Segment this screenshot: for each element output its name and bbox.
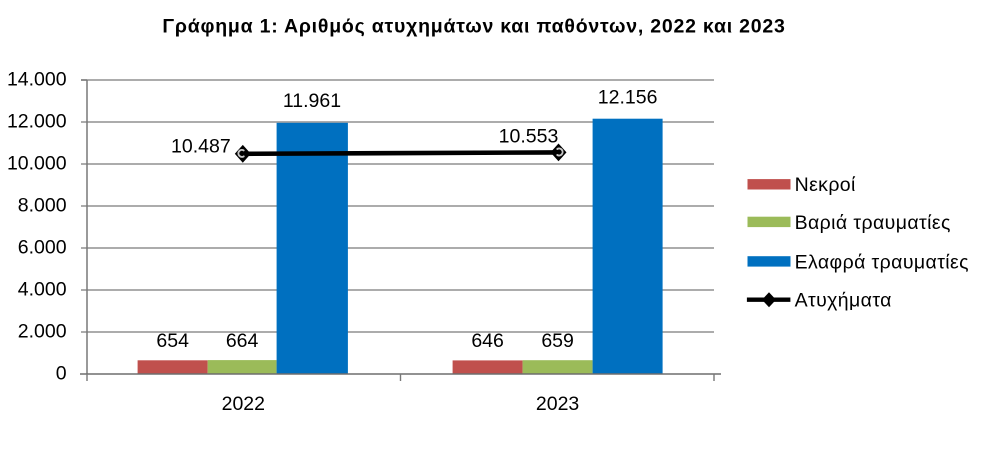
svg-text:6.000: 6.000 (18, 237, 67, 259)
svg-text:646: 646 (471, 330, 504, 352)
svg-text:4.000: 4.000 (18, 279, 67, 301)
svg-text:664: 664 (226, 330, 259, 352)
svg-text:14.000: 14.000 (7, 69, 67, 91)
svg-text:659: 659 (541, 330, 574, 352)
svg-text:Βαριά τραυματίες: Βαριά τραυματίες (795, 212, 951, 234)
svg-text:Γράφημα 1: Αριθμός ατυχημάτων: Γράφημα 1: Αριθμός ατυχημάτων και παθόντ… (162, 16, 785, 38)
svg-text:11.961: 11.961 (283, 90, 341, 112)
svg-text:10.553: 10.553 (499, 126, 559, 148)
svg-text:2022: 2022 (222, 393, 265, 415)
svg-text:654: 654 (156, 330, 189, 352)
svg-text:Νεκροί: Νεκροί (795, 174, 856, 196)
svg-text:10.000: 10.000 (7, 153, 67, 175)
svg-text:12.156: 12.156 (598, 86, 658, 108)
svg-text:2.000: 2.000 (18, 321, 67, 343)
svg-text:0: 0 (56, 363, 67, 385)
svg-text:10.487: 10.487 (171, 136, 231, 158)
svg-text:Ελαφρά τραυματίες: Ελαφρά τραυματίες (795, 251, 969, 273)
svg-text:Ατυχήματα: Ατυχήματα (795, 290, 892, 312)
svg-text:2023: 2023 (536, 393, 579, 415)
svg-text:8.000: 8.000 (18, 195, 67, 217)
svg-text:12.000: 12.000 (7, 111, 67, 133)
